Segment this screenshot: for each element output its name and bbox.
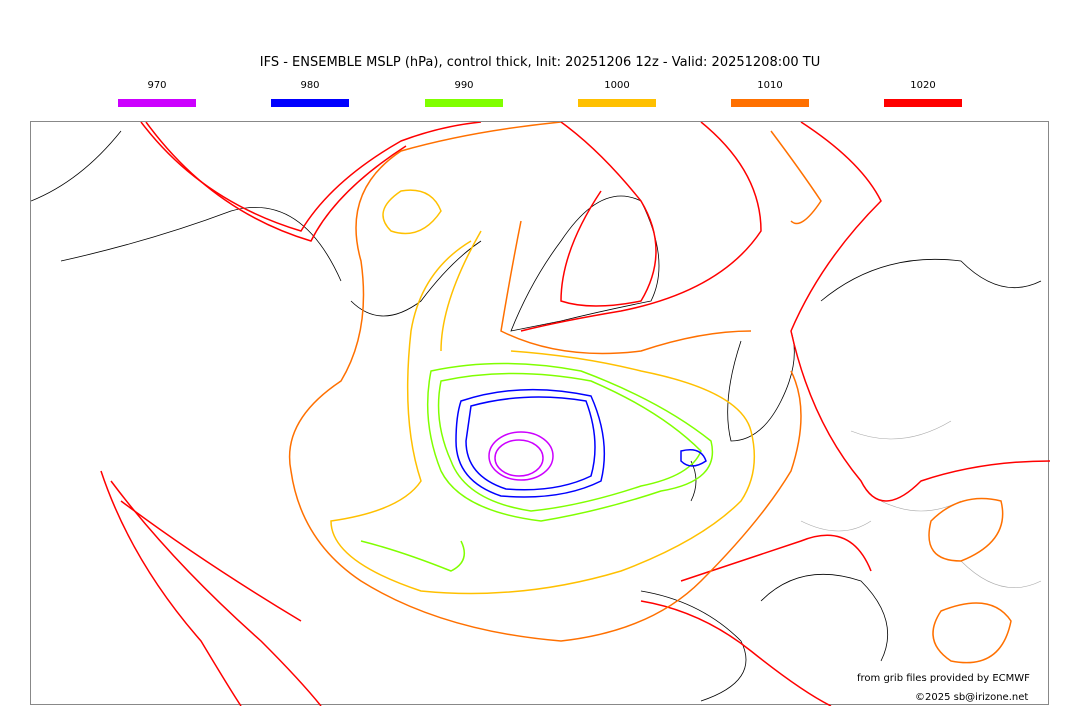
legend-item-970: 970 bbox=[118, 80, 196, 107]
legend-item-980: 980 bbox=[271, 80, 349, 107]
isobar-1000 bbox=[330, 189, 756, 595]
isobar-970 bbox=[488, 431, 554, 481]
isobar-1010 bbox=[288, 121, 1012, 664]
map-panel bbox=[30, 121, 1051, 707]
copyright-credit: ©2025 sb@irizone.net bbox=[915, 692, 1029, 703]
legend-swatch bbox=[884, 99, 962, 107]
legend-label: 1000 bbox=[604, 80, 630, 91]
legend-label: 970 bbox=[147, 80, 167, 91]
borders bbox=[800, 420, 1042, 588]
isobar-map bbox=[30, 121, 1051, 707]
source-credit: from grib files provided by ECMWF bbox=[857, 673, 1030, 684]
legend-item-990: 990 bbox=[425, 80, 503, 107]
legend-label: 980 bbox=[300, 80, 320, 91]
legend-label: 990 bbox=[454, 80, 474, 91]
chart-title: IFS - ENSEMBLE MSLP (hPa), control thick… bbox=[259, 55, 821, 70]
legend-label: 1020 bbox=[910, 80, 936, 91]
legend-swatch bbox=[118, 99, 196, 107]
isobar-980 bbox=[455, 388, 707, 498]
legend-swatch bbox=[425, 99, 503, 107]
legend-swatch bbox=[271, 99, 349, 107]
legend-swatch bbox=[578, 99, 656, 107]
isobar-1020 bbox=[100, 121, 1051, 707]
coastlines bbox=[30, 130, 1042, 702]
legend-item-1000: 1000 bbox=[578, 80, 656, 107]
isobar-990 bbox=[360, 362, 714, 572]
legend-item-1010: 1010 bbox=[731, 80, 809, 107]
legend-swatch bbox=[731, 99, 809, 107]
legend-item-1020: 1020 bbox=[884, 80, 962, 107]
legend-label: 1010 bbox=[757, 80, 783, 91]
